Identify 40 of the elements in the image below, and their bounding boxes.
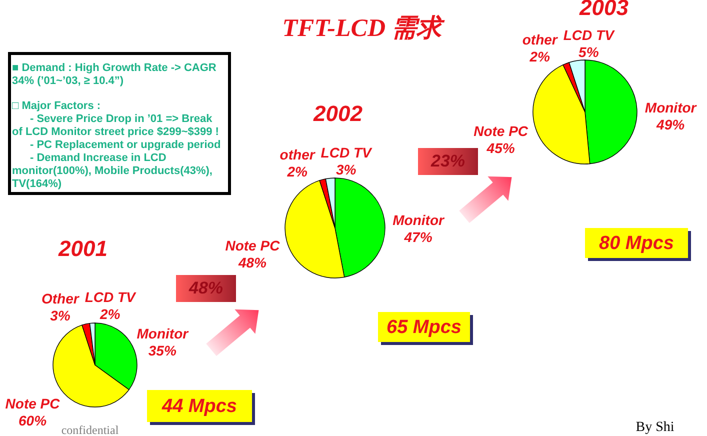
text: 65 Mpcs [386, 317, 462, 338]
text: By Shi [636, 420, 674, 435]
text: - Demand Increase in LCD monitor(100%), Mobile Products(43%), TV(164%) [12, 152, 212, 190]
data-label: 45% [486, 140, 516, 156]
slice-label: Note PC [474, 123, 529, 140]
slice-label: Monitor [392, 212, 446, 228]
data-label: 2% [528, 48, 551, 64]
text: 48% [188, 278, 224, 298]
text: - Severe Price Drop in ’01 => Break of LCD Monitor street price $299~$399 ! [12, 113, 219, 138]
data-label: 49% [656, 116, 686, 132]
slice-label: other [522, 31, 559, 48]
data-label: 3% [50, 308, 71, 324]
slice-label: Note PC [225, 238, 281, 254]
slice-label: other [280, 146, 316, 162]
data-label: 48% [237, 254, 268, 271]
text: ■ Demand : High Growth Rate -> CAGR 34% (’01~’03, ≥ 10.4”) [12, 62, 216, 87]
slice-label: Note PC [5, 395, 61, 412]
text: □ Major Factors : [12, 100, 101, 112]
slice-label: Monitor [644, 99, 698, 116]
data-label: 5% [578, 44, 600, 60]
data-label: 35% [148, 342, 177, 359]
text: 80 Mpcs [599, 233, 674, 254]
text: - PC Replacement or upgrade period [30, 139, 221, 151]
data-label: 2% [99, 306, 121, 322]
data-label: 2% [286, 163, 308, 180]
text: 44 Mpcs [161, 396, 237, 417]
data-label: 3% [336, 161, 357, 178]
slice-label: Other [42, 290, 80, 307]
text: 23% [430, 152, 466, 170]
data-label: 47% [403, 228, 433, 245]
chart-title: 2003 [578, 0, 628, 20]
slice-label: LCD TV [84, 289, 138, 306]
slice-label: LCD TV [320, 144, 374, 160]
text: confidential [61, 423, 120, 436]
chart-title: 2001 [58, 236, 108, 261]
data-label: 60% [18, 412, 48, 428]
chart-title: 2002 [312, 101, 364, 126]
slice-label: LCD TV [563, 26, 616, 43]
slice-label: Monitor [136, 326, 190, 342]
text: TFT-LCD 需求 [282, 14, 446, 42]
